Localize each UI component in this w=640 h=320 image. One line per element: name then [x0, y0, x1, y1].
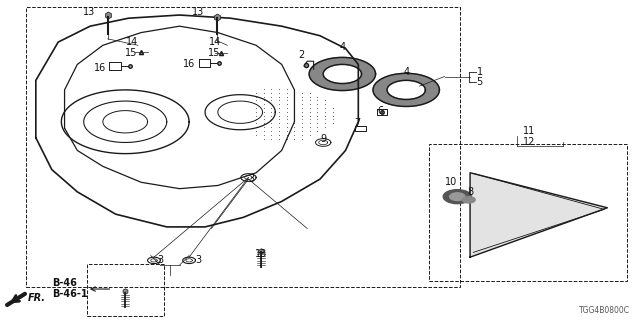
Text: 14: 14 [125, 37, 138, 47]
Text: 5: 5 [476, 77, 483, 87]
Text: 13: 13 [255, 249, 268, 259]
Text: 8: 8 [467, 187, 473, 197]
Text: 13: 13 [83, 7, 95, 17]
Text: B-46-1: B-46-1 [52, 289, 88, 299]
Text: 16: 16 [94, 63, 106, 73]
Text: 13: 13 [191, 7, 204, 17]
Text: 10: 10 [445, 177, 457, 187]
Text: 3: 3 [248, 174, 255, 184]
Text: 11: 11 [523, 126, 535, 136]
Text: TGG4B0800C: TGG4B0800C [579, 306, 630, 315]
Text: B-46: B-46 [52, 278, 77, 288]
Text: 15: 15 [209, 48, 221, 58]
Text: 4: 4 [403, 68, 409, 77]
Text: 3: 3 [157, 255, 164, 265]
Text: 3: 3 [196, 255, 202, 265]
Text: 12: 12 [523, 137, 536, 147]
Polygon shape [470, 173, 607, 257]
Circle shape [450, 193, 465, 200]
Text: 6: 6 [378, 106, 384, 116]
Text: 9: 9 [320, 134, 326, 144]
Text: 2: 2 [298, 50, 304, 60]
Text: 16: 16 [183, 60, 195, 69]
Circle shape [463, 197, 475, 203]
Text: 15: 15 [125, 48, 138, 58]
Text: 14: 14 [209, 37, 221, 47]
Text: FR.: FR. [28, 293, 45, 303]
Text: 7: 7 [354, 118, 360, 128]
Circle shape [444, 190, 471, 204]
Text: 4: 4 [339, 42, 346, 52]
Text: 1: 1 [476, 68, 483, 77]
